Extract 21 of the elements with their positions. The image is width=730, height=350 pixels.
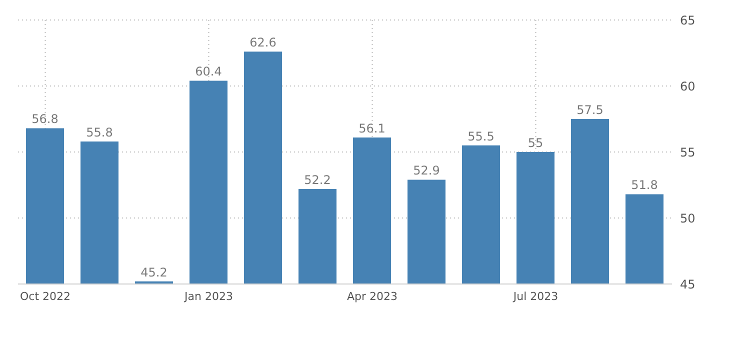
data-label: 52.2 [304, 172, 331, 187]
y-tick-label: 50 [680, 211, 696, 226]
data-label: 56.8 [32, 112, 58, 126]
data-label: 55 [528, 136, 544, 150]
y-tick-label: 60 [680, 79, 696, 94]
data-label: 60.4 [195, 64, 222, 79]
data-label: 45.2 [140, 265, 168, 280]
y-tick-label: 65 [680, 13, 696, 28]
data-label: 52.9 [413, 164, 440, 178]
data-label: 56.1 [358, 121, 386, 136]
data-label: 55.8 [86, 125, 113, 140]
data-label: 51.8 [631, 178, 658, 192]
data-label: 57.5 [576, 103, 604, 117]
data-label: 62.6 [250, 36, 276, 50]
x-tick-label: Jul 2023 [512, 290, 558, 303]
x-tick-label: Apr 2023 [346, 290, 398, 303]
x-tick-label: Oct 2022 [20, 290, 71, 303]
y-tick-label: 45 [680, 277, 696, 292]
x-tick-label: Jan 2023 [184, 290, 233, 303]
y-tick-label: 55 [680, 145, 696, 160]
data-label: 55.5 [468, 129, 494, 144]
